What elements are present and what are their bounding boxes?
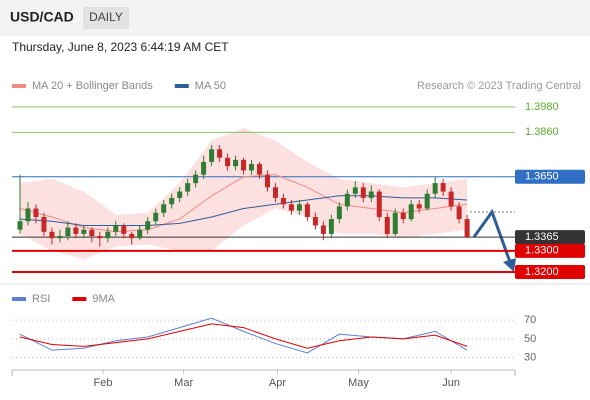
candle-body xyxy=(432,183,438,194)
legend-label: RSI xyxy=(32,293,50,305)
candle-body xyxy=(288,204,294,211)
level-label: 1.3650 xyxy=(525,171,559,183)
candle-body xyxy=(81,229,87,234)
candle-body xyxy=(177,191,183,198)
timestamp: Thursday, June 8, 2023 6:44:19 AM CET xyxy=(12,40,229,54)
candle-body xyxy=(185,183,191,192)
candle-body xyxy=(424,193,430,209)
legend-swatch xyxy=(12,297,26,301)
series-line xyxy=(19,317,468,354)
period-badge xyxy=(83,7,129,29)
candle-body xyxy=(440,183,446,192)
candle-body xyxy=(113,225,119,232)
candle-body xyxy=(392,212,398,234)
candle-body xyxy=(368,191,374,198)
candle-body xyxy=(17,221,23,230)
candle-body xyxy=(241,159,247,171)
candle-body xyxy=(225,157,231,167)
candle-body xyxy=(57,236,63,239)
candle-body xyxy=(217,149,223,158)
period: DAILY xyxy=(89,10,123,24)
candle-body xyxy=(416,204,422,209)
candle-body xyxy=(25,208,31,222)
candle-body xyxy=(105,231,111,239)
candle-body xyxy=(456,206,462,220)
candle-body xyxy=(153,212,159,222)
candle-body xyxy=(145,221,151,230)
candle-body xyxy=(49,231,55,239)
candle-body xyxy=(121,225,127,234)
level-label: 1.3300 xyxy=(525,245,559,257)
candle-body xyxy=(352,187,358,194)
candle-body xyxy=(264,174,270,188)
candle-body xyxy=(201,161,207,175)
candle-body xyxy=(312,216,318,226)
level-label: 1.3860 xyxy=(525,126,559,138)
candle-body xyxy=(137,229,143,239)
candle-body xyxy=(464,219,470,238)
candle-body xyxy=(408,204,414,220)
candle-body xyxy=(296,204,302,211)
level-box xyxy=(515,243,585,258)
level-label: 1.3980 xyxy=(525,101,559,113)
candle-body xyxy=(400,212,406,220)
candle-body xyxy=(344,193,350,207)
level-box xyxy=(515,264,585,279)
candle-body xyxy=(257,164,263,175)
legend-swatch xyxy=(174,84,189,88)
level-label: 1.3200 xyxy=(525,266,559,278)
candle-body xyxy=(280,197,286,205)
candle-body xyxy=(304,204,310,217)
candle-body xyxy=(65,227,71,237)
y-tick-label: 30 xyxy=(524,352,536,364)
forecast-arrowhead xyxy=(503,258,516,272)
panel-divider xyxy=(0,283,590,285)
credit: Research © 2023 Trading Central xyxy=(417,80,581,92)
legend-label: 9MA xyxy=(92,293,115,305)
candle-body xyxy=(320,225,326,234)
legend-swatch xyxy=(72,297,87,301)
symbol: USD/CAD xyxy=(10,9,74,25)
forecast-arrow xyxy=(472,208,512,263)
x-tick-label: May xyxy=(348,377,369,389)
candle-body xyxy=(384,216,390,234)
candle-body xyxy=(89,229,95,237)
level-box xyxy=(515,169,585,184)
candle-body xyxy=(336,206,342,220)
series-line xyxy=(19,195,468,226)
candle-body xyxy=(209,149,215,162)
candle-body xyxy=(33,208,39,217)
candle-body xyxy=(169,197,175,205)
series-line xyxy=(19,323,468,349)
candle-body xyxy=(272,187,278,198)
series-line xyxy=(19,174,468,233)
candle-body xyxy=(360,187,366,198)
candle-body xyxy=(233,159,239,167)
x-tick-label: Mar xyxy=(174,377,193,389)
candle-body xyxy=(97,236,103,239)
legend-label: MA 20 + Bollinger Bands xyxy=(32,80,153,92)
x-tick-label: Jun xyxy=(442,377,460,389)
candle-body xyxy=(249,164,255,171)
bollinger-band xyxy=(19,128,468,260)
level-box xyxy=(515,230,585,245)
candle-body xyxy=(73,227,79,234)
candle-body xyxy=(448,191,454,207)
y-tick-label: 50 xyxy=(524,333,536,345)
x-tick-label: Feb xyxy=(94,377,113,389)
candle-body xyxy=(161,204,167,213)
level-label: 1.3365 xyxy=(525,231,559,243)
candle-body xyxy=(376,191,382,217)
y-tick-label: 70 xyxy=(524,314,536,326)
legend-swatch xyxy=(12,84,26,88)
candle-body xyxy=(41,216,47,232)
candle-body xyxy=(129,233,135,239)
candle-body xyxy=(328,219,334,234)
legend-label: MA 50 xyxy=(195,80,226,92)
candle-body xyxy=(193,174,199,184)
x-tick-label: Apr xyxy=(269,377,286,389)
